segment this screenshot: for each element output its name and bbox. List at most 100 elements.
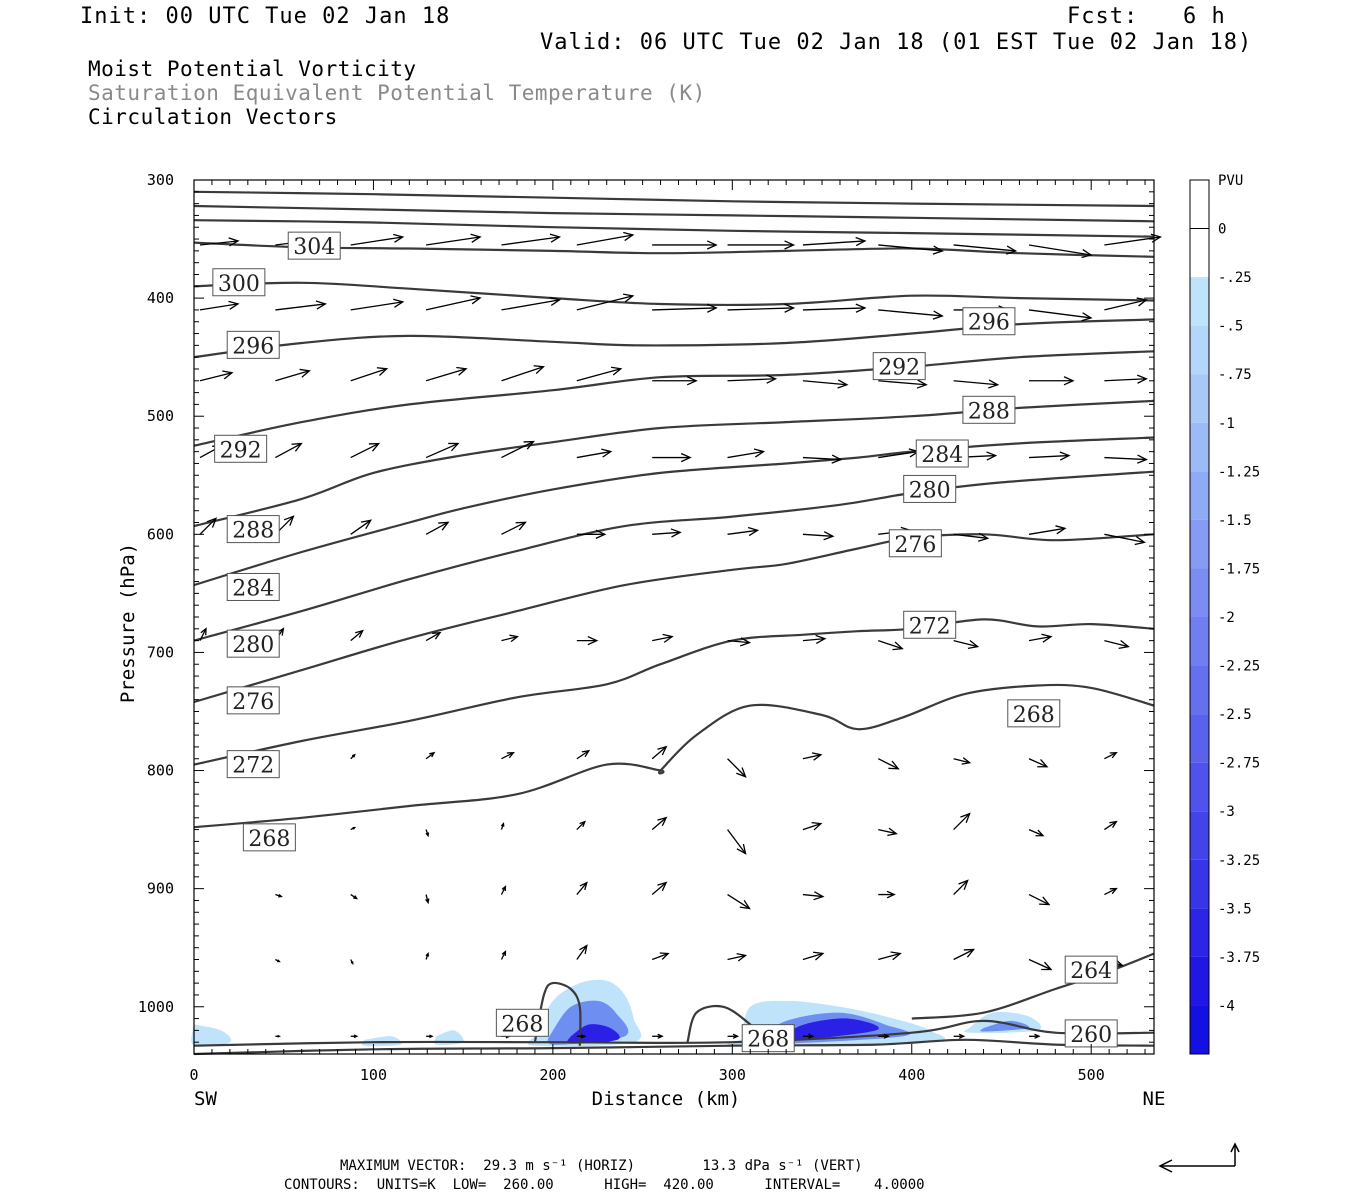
circulation-vector: [425, 894, 430, 905]
colorbar-swatch: [1190, 956, 1209, 1006]
circulation-vector: [802, 752, 823, 761]
colorbar-tick-label: -4: [1218, 998, 1235, 1014]
contour-label-text: 280: [909, 478, 951, 503]
x-tick-label: 100: [360, 1066, 387, 1084]
colorbar-swatch: [1190, 714, 1209, 763]
circulation-vector: [878, 379, 928, 389]
colorbar-frame: [1189, 179, 1210, 1055]
colorbar-tick-label: -3.5: [1218, 901, 1252, 917]
circulation-vector: [727, 1033, 740, 1039]
circulation-vector: [350, 826, 357, 831]
forecast-label: Fcst:: [1067, 4, 1139, 29]
colorbar-swatch: [1190, 568, 1209, 617]
circulation-vector: [953, 812, 971, 831]
circulation-vector: [727, 303, 796, 313]
circulation-vector: [501, 521, 527, 535]
contour-label: 272: [226, 750, 280, 779]
circulation-vector: [500, 885, 507, 895]
colorbar-swatch: [1190, 374, 1209, 423]
colorbar-swatch: [1190, 617, 1209, 666]
contour-label: 292: [872, 352, 926, 381]
circulation-vector: [350, 519, 373, 535]
circulation-vector: [802, 454, 843, 464]
contour-line: [193, 436, 1155, 587]
contour-label-text: 280: [232, 633, 274, 658]
circulation-vector: [199, 237, 240, 247]
colorbar-tick-label: -3.75: [1218, 950, 1260, 966]
circulation-vector: [878, 827, 898, 837]
circulation-vector: [501, 440, 535, 459]
colorbar-unit: PVU: [1218, 173, 1243, 189]
circulation-vector: [1029, 376, 1075, 386]
circulation-vector: [1028, 828, 1045, 837]
circulation-vector: [1104, 454, 1148, 464]
y-tick-label: 600: [147, 525, 174, 543]
circulation-vector: [802, 891, 825, 901]
circulation-vector: [1104, 533, 1146, 546]
contour-line: [193, 204, 1155, 223]
colorbar-tick-label: -1.25: [1218, 464, 1260, 480]
contour-label-layer: 3043002962962922922882882842842802802762…: [212, 231, 1118, 1053]
colorbar-tick-label: -.75: [1218, 367, 1252, 383]
colorbar-tick-label: -.5: [1218, 319, 1243, 335]
contour-label-text: 268: [747, 1028, 789, 1053]
contour-label: 284: [226, 572, 280, 601]
circulation-vector: [576, 1034, 587, 1039]
contour-label-text: 288: [232, 519, 274, 544]
contour-label: 300: [212, 268, 266, 297]
mpv-shade: [980, 1020, 1030, 1032]
circulation-vector: [576, 820, 586, 831]
circulation-vector: [727, 526, 760, 537]
y-tick-label: 700: [147, 643, 174, 661]
circulation-vector: [576, 231, 635, 246]
circulation-vector: [199, 300, 240, 311]
colorbar-tick-label: -2: [1218, 610, 1235, 626]
circulation-vector: [199, 517, 218, 535]
circulation-vector: [350, 894, 359, 900]
contour-line: [533, 981, 582, 1046]
y-tick-label: 1000: [138, 998, 174, 1016]
circulation-vector: [651, 881, 668, 896]
circulation-vector: [501, 634, 519, 643]
colorbar-tick-label: -3: [1218, 804, 1235, 820]
vector-layer: [199, 231, 1162, 1039]
circulation-vector: [652, 1033, 664, 1039]
colorbar-swatch: [1190, 228, 1209, 278]
circulation-vector: [350, 629, 364, 642]
circulation-vector: [1028, 309, 1093, 322]
circulation-vector: [350, 298, 405, 311]
forecast-hour: 6 h: [1183, 4, 1226, 29]
contour-label-text: 284: [232, 576, 274, 601]
contour-line: [193, 1019, 1155, 1047]
contour-line: [193, 533, 1155, 704]
circulation-vector: [1028, 633, 1053, 643]
circulation-vector: [727, 448, 766, 459]
contour-label: 280: [903, 474, 957, 503]
contour-line: [193, 281, 1155, 306]
y-tick-label: 900: [147, 880, 174, 898]
circulation-vector: [727, 953, 748, 962]
circulation-vector: [802, 1033, 815, 1039]
contour-label-text: 292: [220, 438, 262, 463]
contour-label: 268: [242, 823, 296, 852]
colorbar-tick-label: -.25: [1218, 270, 1252, 286]
colorbar-tick-label: 0: [1218, 222, 1226, 238]
contour-line: [911, 952, 1155, 1020]
field-title-mpv: Moist Potential Vorticity: [88, 57, 417, 81]
circulation-vector: [953, 244, 1018, 255]
circulation-vector: [727, 240, 796, 250]
circulation-vector: [652, 376, 698, 386]
contour-label-text: 260: [1070, 1023, 1112, 1048]
circulation-vector: [425, 295, 482, 311]
contour-label: 276: [226, 686, 280, 715]
circulation-vector: [1028, 244, 1093, 259]
contour-label-text: 300: [218, 272, 260, 297]
colorbar-tick-label: -3.25: [1218, 853, 1260, 869]
x-tick-label: 0: [189, 1066, 198, 1084]
contour-label: 268: [741, 1024, 795, 1053]
contour-label-text: 292: [878, 356, 920, 381]
contour-label-text: 268: [1013, 703, 1055, 728]
circulation-vector: [802, 951, 825, 961]
circulation-vector: [1029, 1033, 1041, 1039]
